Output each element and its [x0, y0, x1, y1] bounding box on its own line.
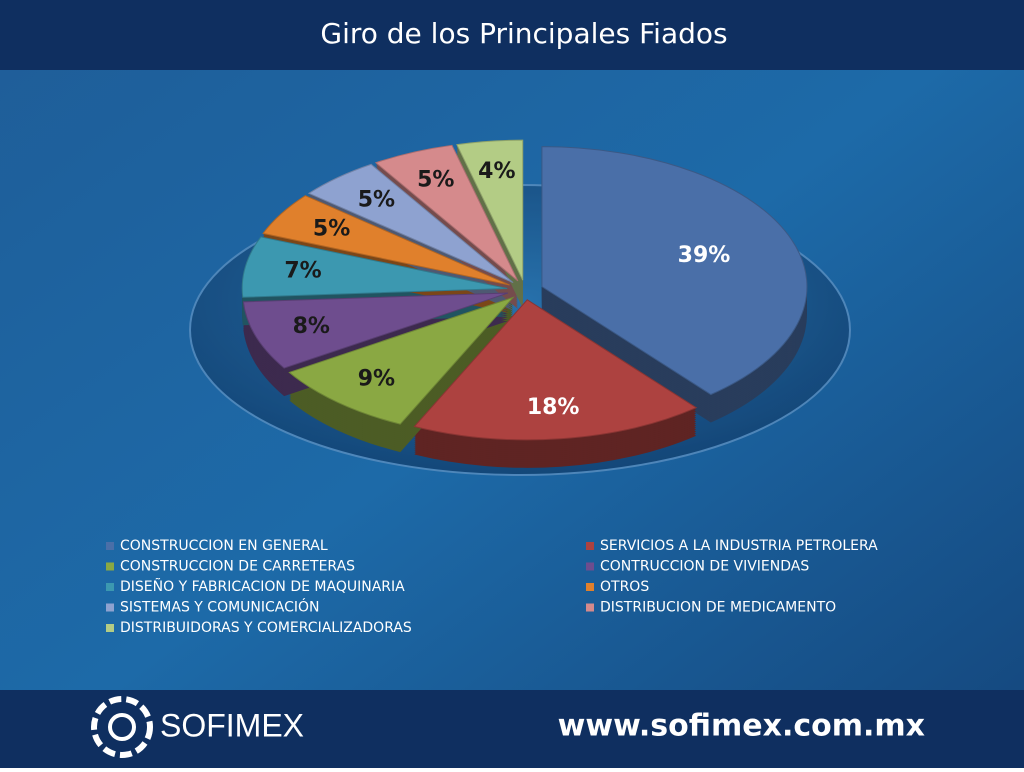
- data-label: 5%: [313, 216, 350, 241]
- legend-swatch: [586, 583, 594, 591]
- url: www.sofimex.com.mx: [558, 709, 925, 744]
- slice: [541, 146, 808, 396]
- legend-label: DISTRIBUIDORAS Y COMERCIALIZADORAS: [120, 620, 412, 636]
- legend-swatch: [586, 603, 594, 612]
- legend-swatch: [106, 542, 114, 550]
- legend-swatch: [106, 603, 114, 612]
- data-label: 7%: [284, 258, 321, 283]
- slice: [262, 195, 510, 286]
- legend: CONSTRUCCION EN GENERAL SERVICIOS A LA IN…: [106, 538, 878, 636]
- legend-label: SERVICIOS A LA INDUSTRIA PETROLERA: [600, 538, 878, 554]
- data-label: 8%: [293, 314, 330, 339]
- data-label: 4%: [478, 159, 515, 184]
- data-label: 5%: [358, 188, 395, 213]
- chart-title: Giro de los Principales Fiados: [320, 17, 727, 50]
- legend-label: SISTEMAS Y COMUNICACIÓN: [120, 598, 320, 616]
- pie: 39% 18% 9% 8% 7% 5% 5% 5% 4%: [241, 139, 808, 468]
- data-label: 5%: [417, 168, 454, 193]
- legend-swatch: [586, 562, 594, 571]
- data-label: 9%: [358, 366, 395, 391]
- slice: [242, 292, 509, 369]
- legend-swatch: [106, 562, 114, 571]
- slice: [413, 299, 698, 441]
- logo-icon: [91, 696, 153, 758]
- slice: [374, 144, 519, 282]
- legend-label: CONSTRUCCION DE CARRETERAS: [120, 559, 355, 575]
- data-label: 39%: [678, 243, 731, 268]
- slice: [456, 139, 524, 281]
- slice: [241, 236, 508, 298]
- logo-core: [108, 713, 136, 741]
- slice: [288, 296, 515, 425]
- footer-band: [0, 690, 1024, 768]
- legend-label: OTROS: [600, 579, 649, 595]
- slice: [307, 163, 514, 284]
- legend-swatch: [106, 583, 114, 591]
- brand: SOFIMEX: [160, 707, 304, 743]
- header-band: [0, 0, 1024, 70]
- legend-label: DISTRIBUCION DE MEDICAMENTO: [600, 600, 836, 616]
- legend-label: DISEÑO Y FABRICACION DE MAQUINARIA: [120, 578, 405, 595]
- legend-swatch: [106, 624, 114, 632]
- legend-swatch: [586, 542, 594, 550]
- logo-ring: [91, 696, 153, 758]
- legend-label: CONSTRUCCION EN GENERAL: [120, 538, 328, 554]
- data-label: 18%: [527, 395, 580, 420]
- legend-label: CONTRUCCION DE VIVIENDAS: [600, 559, 809, 575]
